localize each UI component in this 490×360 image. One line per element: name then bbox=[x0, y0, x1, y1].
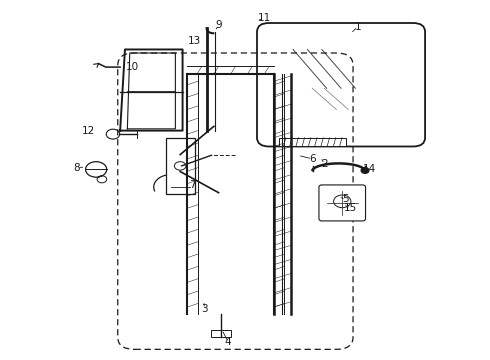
FancyBboxPatch shape bbox=[257, 23, 425, 147]
Text: 7: 7 bbox=[189, 180, 196, 190]
Text: 14: 14 bbox=[363, 165, 376, 174]
FancyBboxPatch shape bbox=[319, 185, 366, 221]
Text: 1: 1 bbox=[355, 22, 361, 32]
Text: 10: 10 bbox=[125, 62, 139, 72]
Bar bbox=[166, 138, 195, 194]
Text: 13: 13 bbox=[188, 36, 201, 46]
Text: 15: 15 bbox=[344, 203, 357, 213]
Bar bbox=[279, 138, 346, 147]
Bar bbox=[211, 330, 231, 337]
Text: 8: 8 bbox=[74, 163, 80, 173]
Text: 11: 11 bbox=[258, 13, 271, 23]
Circle shape bbox=[361, 168, 369, 173]
Text: 9: 9 bbox=[215, 20, 222, 30]
Text: 6: 6 bbox=[309, 154, 316, 164]
Text: 12: 12 bbox=[82, 126, 96, 136]
Text: 4: 4 bbox=[225, 337, 231, 347]
Text: 2: 2 bbox=[321, 159, 327, 169]
Text: 5: 5 bbox=[343, 194, 349, 204]
Text: 3: 3 bbox=[201, 304, 207, 314]
